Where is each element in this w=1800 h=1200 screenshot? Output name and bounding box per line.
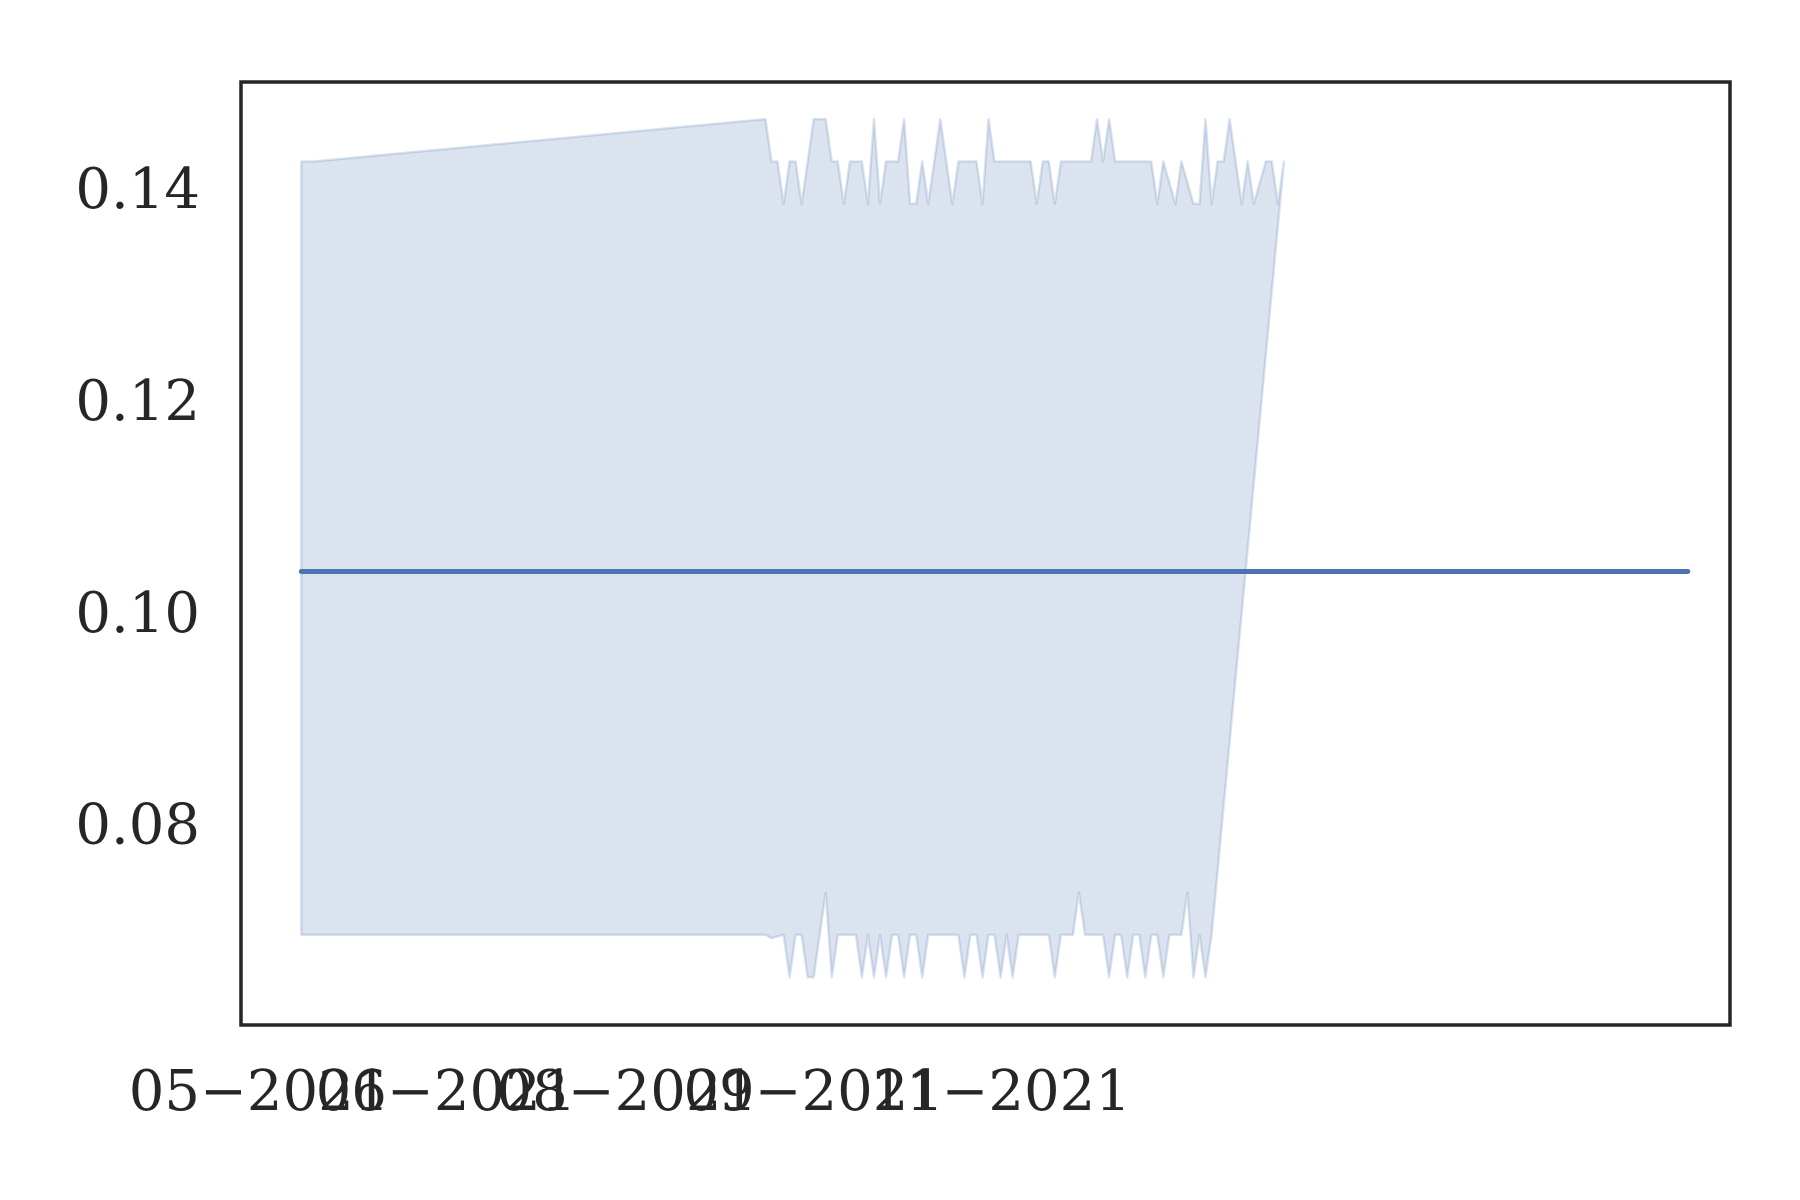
x-tick-label: 06−2021 [316, 1059, 577, 1124]
y-tick-label: 0.10 [75, 581, 200, 646]
x-tick-label: 11−2021 [870, 1059, 1131, 1124]
y-tick-label: 0.14 [75, 157, 200, 222]
x-tick-label: 08−2021 [496, 1059, 757, 1124]
y-tick-label: 0.12 [75, 369, 200, 434]
confidence-band [300, 117, 1286, 979]
y-axis-ticks: 0.08 0.10 0.12 0.14 [75, 157, 200, 858]
y-tick-label: 0.08 [75, 793, 200, 858]
confidence-band-layer [300, 117, 1286, 979]
x-tick-label: 09−2021 [683, 1059, 944, 1124]
x-tick-label: 05−2021 [129, 1059, 390, 1124]
plot-frame [239, 80, 1732, 1027]
